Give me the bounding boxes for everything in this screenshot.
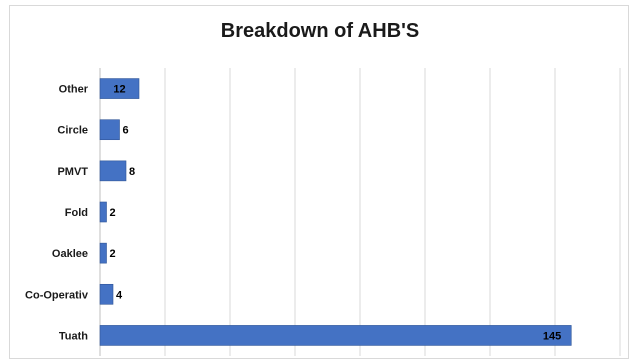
category-label: Co-Operativ xyxy=(25,289,89,301)
data-label: 6 xyxy=(123,125,129,137)
bar-pmvt xyxy=(99,160,127,182)
category-label: Fold xyxy=(65,207,88,219)
category-label: Oaklee xyxy=(52,248,88,260)
bar-other xyxy=(99,78,140,99)
data-label: 2 xyxy=(110,248,116,260)
bar-tuath xyxy=(99,325,572,346)
category-label: Tuath xyxy=(59,330,88,342)
data-label: 145 xyxy=(543,330,561,342)
data-label: 8 xyxy=(129,166,135,178)
category-label: Other xyxy=(59,84,89,96)
bar-fold xyxy=(99,201,107,223)
chart-title: Breakdown of AHB'S xyxy=(220,20,420,42)
data-label: 4 xyxy=(116,289,123,301)
bar-circle xyxy=(99,119,120,141)
bar-co-operativ xyxy=(99,283,114,305)
bar-oaklee xyxy=(99,242,107,264)
category-label: Circle xyxy=(57,125,88,137)
data-label: 2 xyxy=(110,207,116,219)
data-label: 12 xyxy=(113,84,125,96)
category-label: PMVT xyxy=(57,166,88,178)
